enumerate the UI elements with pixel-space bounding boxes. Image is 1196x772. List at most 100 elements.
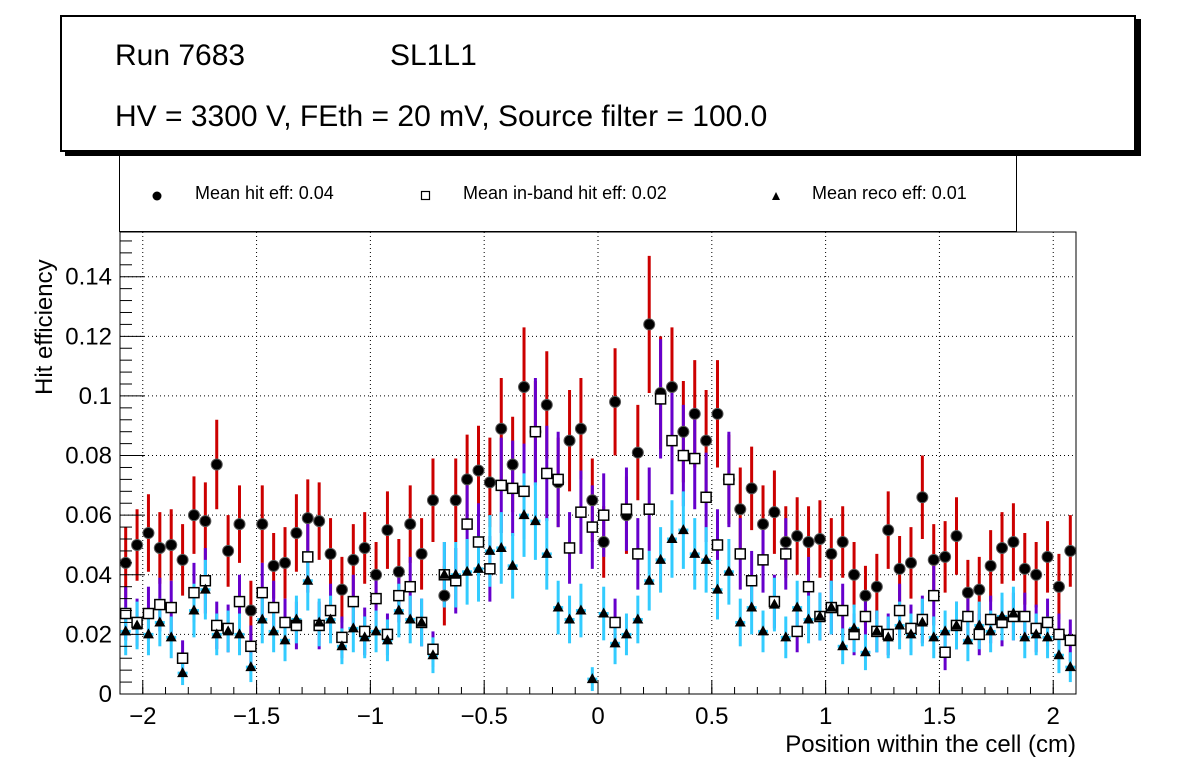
reco-eff-point (381, 634, 393, 645)
inband-eff-point (541, 467, 553, 480)
hit-eff-point (370, 568, 383, 581)
inband-eff-point (893, 604, 906, 617)
reco-eff-point (188, 604, 200, 615)
reco-eff-point (336, 640, 348, 651)
reco-eff-point (290, 613, 302, 624)
reco-eff-point (564, 613, 576, 624)
reco-eff-point (199, 583, 211, 594)
reco-eff-point (700, 553, 712, 564)
inband-eff-point (267, 601, 280, 614)
x-tick-label: −1 (357, 703, 384, 730)
reco-eff-point (962, 634, 974, 645)
inband-eff-point (677, 449, 690, 462)
reco-eff-point (222, 625, 234, 636)
legend-marker-circle (152, 191, 162, 201)
reco-eff-point (712, 583, 723, 594)
hit-eff-point (142, 527, 155, 540)
inband-eff-point (142, 607, 155, 620)
hit-eff-point (757, 518, 770, 531)
hit-eff-point (700, 434, 713, 447)
reco-eff-point (803, 613, 815, 624)
hit-eff-point (540, 398, 553, 411)
hit-eff-point (939, 550, 952, 563)
hit-eff-point (381, 524, 394, 537)
reco-eff-point (1030, 628, 1042, 639)
inband-eff-point (176, 652, 189, 664)
inband-eff-point (927, 589, 940, 602)
reco-eff-point (1064, 661, 1076, 672)
reco-eff-point (916, 616, 928, 627)
reco-eff-point (655, 553, 667, 564)
hit-eff-point (1052, 580, 1065, 593)
reco-eff-point (404, 613, 416, 624)
reco-eff-point (575, 604, 587, 615)
inband-eff-point (654, 393, 667, 405)
legend-label-inband: Mean in-band hit eff: 0.02 (463, 183, 667, 203)
reco-eff-point (461, 565, 473, 576)
inband-eff-point (586, 521, 599, 533)
reco-eff-point (951, 619, 962, 630)
hit-eff-point (176, 553, 189, 566)
reco-eff-point (791, 601, 803, 612)
inband-eff-point (757, 554, 769, 566)
hit-eff-point (802, 535, 815, 548)
layer-label: SL1L1 (390, 39, 477, 72)
inband-eff-point (734, 548, 747, 560)
hit-eff-point (609, 395, 622, 408)
reco-eff-point (473, 562, 484, 573)
reco-eff-point (302, 574, 314, 585)
hit-eff-point (665, 380, 678, 393)
hit-eff-point (996, 541, 1009, 554)
reco-eff-point (279, 634, 291, 645)
reco-eff-point (552, 601, 564, 612)
hit-eff-point (563, 434, 576, 447)
inband-eff-point (518, 485, 530, 498)
hit-eff-point (1041, 550, 1054, 563)
inband-eff-point (1019, 610, 1031, 623)
inband-eff-point (563, 542, 576, 554)
hit-eff-point (210, 458, 223, 471)
y-tick-label: 0.04 (65, 562, 112, 589)
reco-eff-point (325, 613, 337, 624)
hit-eff-point (404, 518, 417, 531)
reco-eff-point (928, 631, 940, 642)
inband-eff-point (620, 503, 633, 515)
inband-eff-point (973, 628, 986, 641)
x-tick-label: 1.5 (923, 703, 956, 730)
inband-eff-point (370, 592, 382, 605)
hit-eff-point (199, 515, 212, 528)
hit-eff-point (495, 422, 508, 435)
inband-eff-point (495, 479, 508, 492)
hit-eff-point (984, 559, 997, 572)
inband-eff-point (802, 580, 815, 593)
x-tick-label: 0.5 (695, 703, 728, 730)
reco-eff-point (416, 616, 428, 627)
inband-eff-point (245, 640, 257, 653)
reco-eff-point (120, 625, 132, 636)
hit-eff-point (779, 535, 792, 548)
reco-eff-point (859, 646, 871, 657)
reco-eff-point (484, 544, 496, 555)
y-axis-title: Hit efficiency (31, 259, 58, 395)
reco-eff-point (757, 625, 769, 636)
x-tick-label: 2 (1047, 703, 1060, 730)
hit-eff-point (574, 422, 587, 435)
inband-eff-point (666, 434, 678, 447)
hit-eff-point (677, 425, 690, 438)
inband-eff-point (643, 503, 655, 515)
hit-eff-point (449, 494, 462, 507)
y-tick-label: 0.12 (65, 323, 112, 350)
reco-eff-point (723, 565, 735, 576)
reco-eff-point (837, 640, 849, 651)
reco-eff-point (393, 604, 405, 615)
y-tick-label: 0 (99, 681, 112, 708)
hit-eff-point (267, 559, 280, 572)
hit-eff-point (631, 446, 644, 459)
inband-eff-point (154, 598, 166, 611)
title-box: Run 7683 SL1L1 HV = 3300 V, FEth = 20 mV… (60, 15, 1136, 152)
hit-eff-point (745, 482, 758, 495)
hit-eff-point (836, 535, 849, 548)
hit-eff-point (859, 589, 872, 602)
reco-eff-point (495, 541, 507, 552)
